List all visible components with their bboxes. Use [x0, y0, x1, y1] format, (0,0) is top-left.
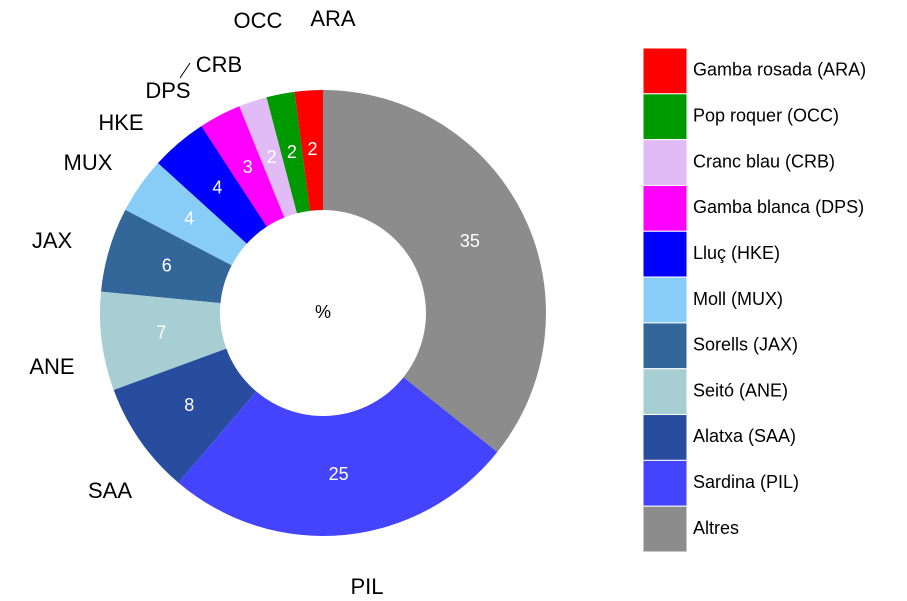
slice — [157, 126, 267, 244]
legend-label: Cranc blau (CRB) — [693, 151, 835, 171]
legend-swatch — [642, 414, 688, 461]
slice-code: ARA — [310, 6, 356, 31]
legend-label: Gamba rosada (ARA) — [693, 60, 866, 80]
legend-label: Pop roquer (OCC) — [693, 105, 839, 125]
legend-label: Seitó (ANE) — [693, 380, 788, 400]
slice-code: JAX — [32, 228, 73, 253]
slice — [101, 209, 232, 304]
legend-label: Alatxa (SAA) — [693, 426, 796, 446]
legend-label: Sardina (PIL) — [693, 472, 799, 492]
slice — [100, 291, 227, 391]
legend-swatch — [642, 459, 688, 507]
legend-label: Lluç (HKE) — [693, 243, 780, 263]
leader-line — [179, 62, 191, 79]
slice-code: SAA — [88, 478, 132, 503]
slice — [125, 163, 247, 266]
legend-swatch — [642, 276, 688, 324]
slice — [201, 106, 285, 227]
slice-code: HKE — [98, 110, 143, 135]
value-label: 4 — [184, 208, 194, 228]
value-label: 2 — [308, 139, 318, 159]
legend-swatch — [642, 322, 688, 370]
legend-swatch — [642, 368, 688, 416]
legend-label: Moll (MUX) — [693, 289, 783, 309]
slice — [323, 90, 546, 453]
legend-label: Altres — [693, 518, 739, 538]
slice — [113, 348, 257, 483]
value-label: 35 — [460, 231, 480, 251]
slice — [294, 90, 323, 211]
value-label: 25 — [329, 464, 349, 484]
value-label: 8 — [184, 395, 194, 415]
legend-swatch — [642, 139, 688, 186]
value-label: 6 — [162, 255, 172, 275]
value-label: 7 — [156, 323, 166, 343]
slice-code: CRB — [196, 52, 242, 77]
legend-label: Sorells (JAX) — [693, 335, 798, 355]
slice-code: ANE — [29, 354, 74, 379]
slice-code: MUX — [64, 150, 113, 175]
slice-code: OCC — [234, 8, 283, 33]
value-label: 4 — [212, 178, 222, 198]
legend-swatch — [642, 184, 688, 232]
slice-code: PIL — [350, 574, 383, 599]
slice-code: DPS — [145, 78, 190, 103]
value-label: 2 — [267, 147, 277, 167]
legend-swatch — [642, 505, 688, 553]
legend-swatch — [642, 230, 688, 278]
slice — [239, 97, 297, 218]
value-label: 3 — [243, 157, 253, 177]
legend-swatch — [642, 47, 688, 95]
legend-swatch — [642, 93, 688, 141]
legend-label: Gamba blanca (DPS) — [693, 197, 864, 217]
slice — [266, 91, 310, 214]
center-label: % — [315, 302, 331, 322]
value-label: 2 — [287, 142, 297, 162]
slice — [178, 377, 498, 537]
